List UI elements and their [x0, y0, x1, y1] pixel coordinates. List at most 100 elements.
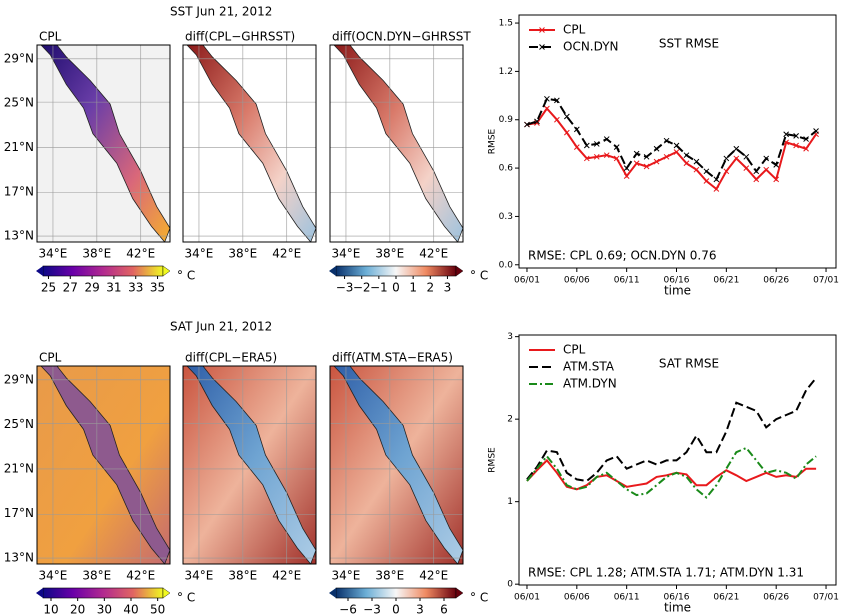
lon-label: 38°E	[375, 569, 404, 583]
y-tick-label: 2	[507, 415, 513, 425]
y-tick-label: 0.0	[499, 260, 514, 270]
point-marker	[643, 153, 650, 160]
point-marker	[593, 153, 600, 160]
point-marker	[633, 150, 640, 157]
y-axis-label: RMSE	[488, 447, 498, 473]
colorbar-tick-label: −3	[336, 281, 354, 295]
colorbar-tick-label: −1	[370, 281, 388, 295]
colorbar-extend	[36, 266, 43, 276]
map-frame	[329, 365, 464, 565]
section-title: SAT Jun 21, 2012	[170, 320, 272, 334]
colorbar-tick-label: 33	[128, 281, 143, 295]
lat-label: 25°N	[4, 417, 34, 431]
point-marker	[733, 145, 740, 152]
legend-marker	[539, 44, 545, 50]
point-marker	[633, 160, 640, 167]
point-marker	[723, 168, 730, 175]
point-marker	[603, 136, 610, 142]
panel-title: diff(CPL−GHRSST)	[185, 30, 295, 44]
point-marker	[623, 165, 630, 171]
legend-label: CPL	[563, 343, 586, 357]
colorbar-extend	[455, 587, 464, 599]
lat-label: 21°N	[4, 461, 34, 475]
point-marker	[583, 142, 590, 149]
panel-title: CPL	[39, 30, 62, 44]
colorbar-unit: ° C	[177, 269, 195, 283]
y-tick-label: 1.5	[499, 19, 513, 29]
lon-label: 38°E	[228, 247, 257, 261]
point-marker	[653, 145, 660, 152]
x-axis-label: time	[664, 284, 691, 298]
point-marker	[693, 166, 700, 173]
legend-label: CPL	[563, 23, 586, 37]
line-charts: 0.0 0.3 0.6 0.9 1.2 1.5 06/01 06/06 06/11 06/16 06…	[488, 14, 839, 615]
point-marker	[683, 160, 690, 167]
colorbar-tick-label: 27	[63, 281, 78, 295]
series-line	[526, 377, 817, 483]
section-title: SST Jun 21, 2012	[170, 5, 272, 19]
point-marker	[763, 155, 770, 162]
lat-label: 13°N	[4, 551, 34, 565]
point-marker	[643, 163, 650, 170]
colorbar-tick-label: −6	[339, 603, 357, 615]
point-marker	[753, 168, 760, 175]
lat-label: 29°N	[4, 51, 34, 65]
point-marker	[753, 176, 760, 183]
lat-label: 13°N	[4, 229, 34, 243]
map-frame	[36, 365, 171, 565]
point-marker	[763, 166, 770, 173]
colorbar-tick-label: −2	[353, 281, 371, 295]
lon-label: 42°E	[272, 247, 301, 261]
point-marker	[653, 158, 660, 165]
colorbar-tick-label: 3	[416, 603, 424, 615]
point-marker	[693, 158, 700, 165]
point-marker	[813, 128, 819, 134]
map-figures: SST Jun 21, 2012 CPL 34°E 38°E 42°E diff(CPL−…	[4, 5, 488, 615]
point-marker	[573, 144, 580, 150]
colorbar-tick-label: 0	[392, 603, 400, 615]
series-line	[526, 446, 817, 499]
point-marker	[673, 149, 680, 155]
colorbar-tick-label: 20	[70, 603, 85, 615]
colorbar-unit: ° C	[470, 591, 488, 605]
lon-label: 38°E	[82, 569, 111, 583]
colorbar	[335, 587, 457, 599]
chart-title: SST RMSE	[659, 37, 719, 51]
lon-label: 34°E	[39, 247, 68, 261]
point-marker	[544, 95, 550, 102]
colorbar-extend	[162, 587, 171, 599]
colorbar-tick-label: 3	[444, 281, 452, 295]
chart-title: SAT RMSE	[659, 357, 719, 371]
x-tick-label: 06/11	[614, 593, 640, 603]
legend-label: OCN.DYN	[563, 40, 619, 54]
y-tick-label: 0	[507, 580, 513, 590]
point-marker	[743, 165, 750, 171]
annotation: RMSE: CPL 0.69; OCN.DYN 0.76	[528, 249, 716, 263]
point-marker	[563, 113, 570, 120]
lon-label: 34°E	[185, 247, 214, 261]
point-marker	[663, 137, 670, 144]
x-tick-label: 06/06	[564, 593, 590, 603]
point-marker	[623, 173, 630, 179]
colorbar	[42, 587, 164, 599]
legend-label: ATM.STA	[563, 360, 615, 374]
colorbar-unit: ° C	[177, 591, 195, 605]
point-marker	[603, 152, 610, 159]
colorbar-tick-label: −3	[363, 603, 381, 615]
colorbar-tick-label: 0	[392, 281, 400, 295]
panel-title: diff(OCN.DYN−GHRSST	[332, 30, 471, 44]
lon-label: 38°E	[228, 569, 257, 583]
lon-label: 34°E	[332, 247, 361, 261]
x-tick-label: 07/01	[813, 276, 839, 286]
point-marker	[713, 186, 720, 192]
point-marker	[554, 97, 560, 104]
lon-label: 38°E	[82, 247, 111, 261]
y-tick-label: 1.2	[499, 67, 513, 77]
point-marker	[544, 105, 550, 112]
point-marker	[563, 129, 570, 136]
colorbar-tick-label: 10	[43, 603, 58, 615]
colorbar-tick-label: 1	[409, 281, 417, 295]
y-tick-label: 3	[507, 332, 513, 342]
lat-label: 21°N	[4, 140, 34, 154]
point-marker	[773, 162, 780, 168]
